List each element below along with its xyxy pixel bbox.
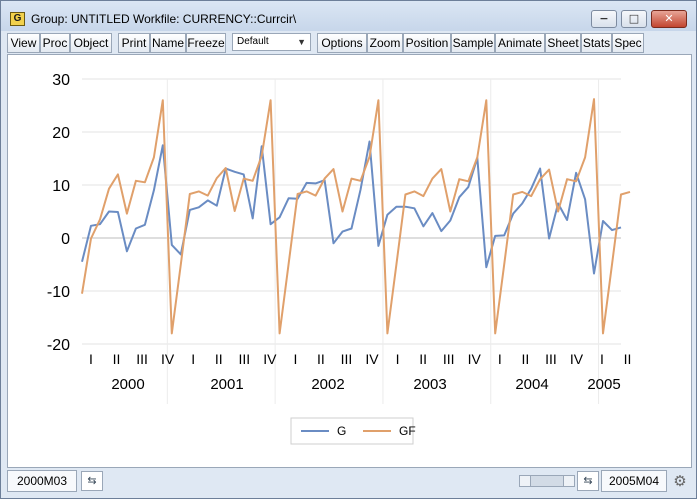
y-tick-label: -20 bbox=[47, 337, 70, 354]
close-button[interactable]: ✕ bbox=[651, 10, 687, 28]
year-tick-label: 2002 bbox=[311, 376, 344, 393]
quarter-tick-label: III bbox=[136, 351, 148, 367]
sample-slider-thumb[interactable] bbox=[530, 476, 564, 486]
view-button[interactable]: View bbox=[7, 33, 40, 53]
year-tick-label: 2004 bbox=[515, 376, 548, 393]
window-title: Group: UNTITLED Workfile: CURRENCY::Curr… bbox=[31, 12, 297, 26]
title-bar[interactable]: G Group: UNTITLED Workfile: CURRENCY::Cu… bbox=[1, 1, 696, 31]
y-tick-label: 20 bbox=[52, 125, 70, 142]
series-line-g bbox=[81, 140, 622, 275]
sample-start-field[interactable]: 2000M03 bbox=[7, 470, 77, 492]
y-tick-label: 30 bbox=[52, 72, 70, 89]
gear-icon[interactable]: ⚙ bbox=[673, 472, 687, 490]
quarter-tick-label: IV bbox=[365, 351, 379, 367]
quarter-tick-label: I bbox=[89, 351, 93, 367]
quarter-tick-label: IV bbox=[468, 351, 482, 367]
options-button[interactable]: Options bbox=[317, 33, 367, 53]
graph-template-select[interactable]: Default ▼ bbox=[232, 33, 311, 51]
chevron-down-icon: ▼ bbox=[297, 37, 306, 47]
minimize-button[interactable]: − bbox=[591, 10, 617, 28]
swap-left-icon[interactable]: ⇆ bbox=[81, 471, 103, 491]
quarter-tick-label: II bbox=[113, 351, 121, 367]
year-tick-label: 2003 bbox=[413, 376, 446, 393]
position-button[interactable]: Position bbox=[403, 33, 451, 53]
spec-button[interactable]: Spec bbox=[612, 33, 644, 53]
freeze-button[interactable]: Freeze bbox=[186, 33, 226, 53]
quarter-tick-label: III bbox=[341, 351, 353, 367]
graph-area[interactable]: -20 -10 0 10 20 30 I II III IV I II III IV I II III IV I II… bbox=[7, 54, 692, 468]
close-icon: ✕ bbox=[664, 12, 674, 25]
legend-label-g: G bbox=[337, 424, 346, 438]
quarter-tick-label: IV bbox=[263, 351, 277, 367]
graph-template-value: Default bbox=[237, 36, 269, 47]
stats-button[interactable]: Stats bbox=[581, 33, 612, 53]
quarter-tick-label: I bbox=[396, 351, 400, 367]
swap-right-icon[interactable]: ⇆ bbox=[577, 471, 599, 491]
zoom-button[interactable]: Zoom bbox=[367, 33, 403, 53]
y-tick-label: 10 bbox=[52, 178, 70, 195]
series-line-gf bbox=[81, 98, 631, 335]
object-button[interactable]: Object bbox=[70, 33, 112, 53]
quarter-tick-label: III bbox=[443, 351, 455, 367]
quarter-tick-label: I bbox=[191, 351, 195, 367]
print-button[interactable]: Print bbox=[118, 33, 150, 53]
sheet-button[interactable]: Sheet bbox=[545, 33, 581, 53]
quarter-tick-label: II bbox=[317, 351, 325, 367]
sample-end-field[interactable]: 2005M04 bbox=[601, 470, 667, 492]
year-tick-label: 2000 bbox=[111, 376, 144, 393]
quarter-tick-label: II bbox=[624, 351, 632, 367]
toolbar: View Proc Object Print Name Freeze Defau… bbox=[7, 32, 692, 54]
quarter-tick-label: IV bbox=[570, 351, 584, 367]
sample-button[interactable]: Sample bbox=[451, 33, 495, 53]
quarter-tick-label: II bbox=[419, 351, 427, 367]
quarter-tick-label: II bbox=[215, 351, 223, 367]
quarter-tick-label: III bbox=[238, 351, 250, 367]
quarter-tick-label: III bbox=[545, 351, 557, 367]
legend-label-gf: GF bbox=[399, 424, 416, 438]
quarter-tick-label: II bbox=[521, 351, 529, 367]
proc-button[interactable]: Proc bbox=[40, 33, 70, 53]
year-tick-label: 2005 bbox=[587, 376, 620, 393]
quarter-tick-label: IV bbox=[161, 351, 175, 367]
y-tick-label: -10 bbox=[47, 284, 70, 301]
y-tick-label: 0 bbox=[61, 231, 70, 248]
maximize-button[interactable]: □ bbox=[621, 10, 647, 28]
sample-slider[interactable] bbox=[519, 475, 575, 487]
name-button[interactable]: Name bbox=[150, 33, 186, 53]
year-tick-label: 2001 bbox=[210, 376, 243, 393]
quarter-tick-label: I bbox=[600, 351, 604, 367]
group-object-icon: G bbox=[10, 12, 25, 26]
minimize-icon: − bbox=[599, 12, 609, 25]
quarter-tick-label: I bbox=[293, 351, 297, 367]
maximize-icon: □ bbox=[628, 12, 640, 25]
status-bar: 2000M03 ⇆ ⇆ 2005M04 ⚙ bbox=[7, 470, 692, 494]
quarter-tick-label: I bbox=[498, 351, 502, 367]
animate-button[interactable]: Animate bbox=[495, 33, 545, 53]
